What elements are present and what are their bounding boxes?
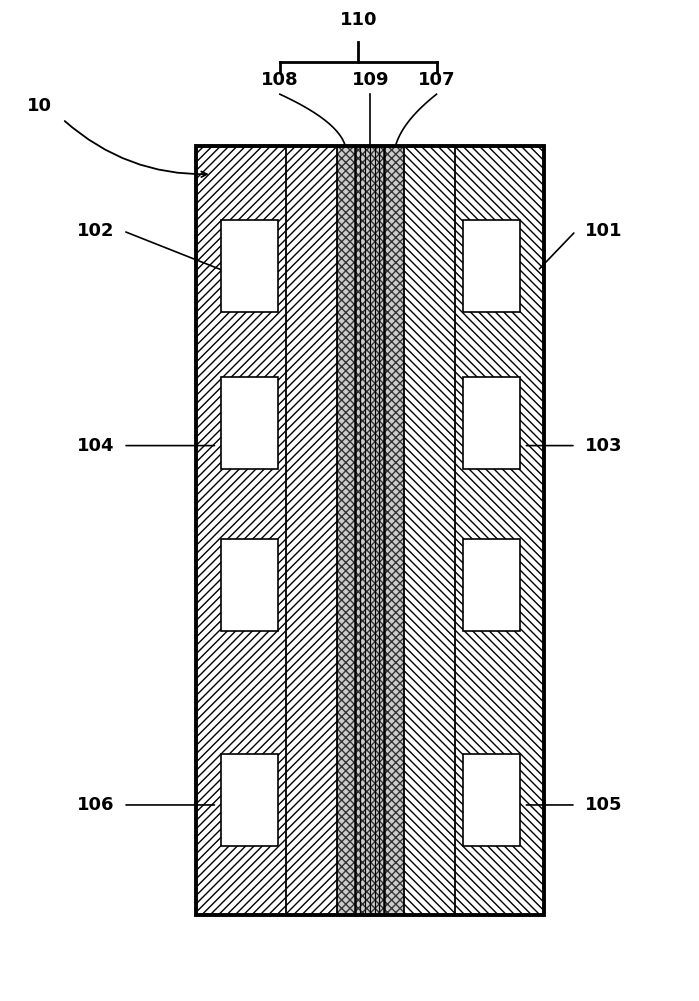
Bar [221,540,278,632]
Text: 105: 105 [585,796,622,814]
Bar [463,540,520,632]
Bar [221,220,278,312]
Bar [463,220,520,312]
Bar [196,146,337,915]
Bar [337,146,404,915]
Text: 10: 10 [27,97,52,115]
Bar [196,146,545,915]
Bar [221,754,278,846]
Bar [404,146,545,915]
Bar [221,376,278,468]
Text: 102: 102 [77,222,114,240]
Bar [463,754,520,846]
Text: 109: 109 [352,71,389,89]
Text: 104: 104 [77,436,114,454]
Text: 106: 106 [77,796,114,814]
Text: 101: 101 [585,222,622,240]
Text: 107: 107 [418,71,455,89]
Bar [196,146,545,915]
Text: 110: 110 [340,11,377,29]
Text: 103: 103 [585,436,622,454]
Text: 108: 108 [261,71,298,89]
Bar [463,376,520,468]
